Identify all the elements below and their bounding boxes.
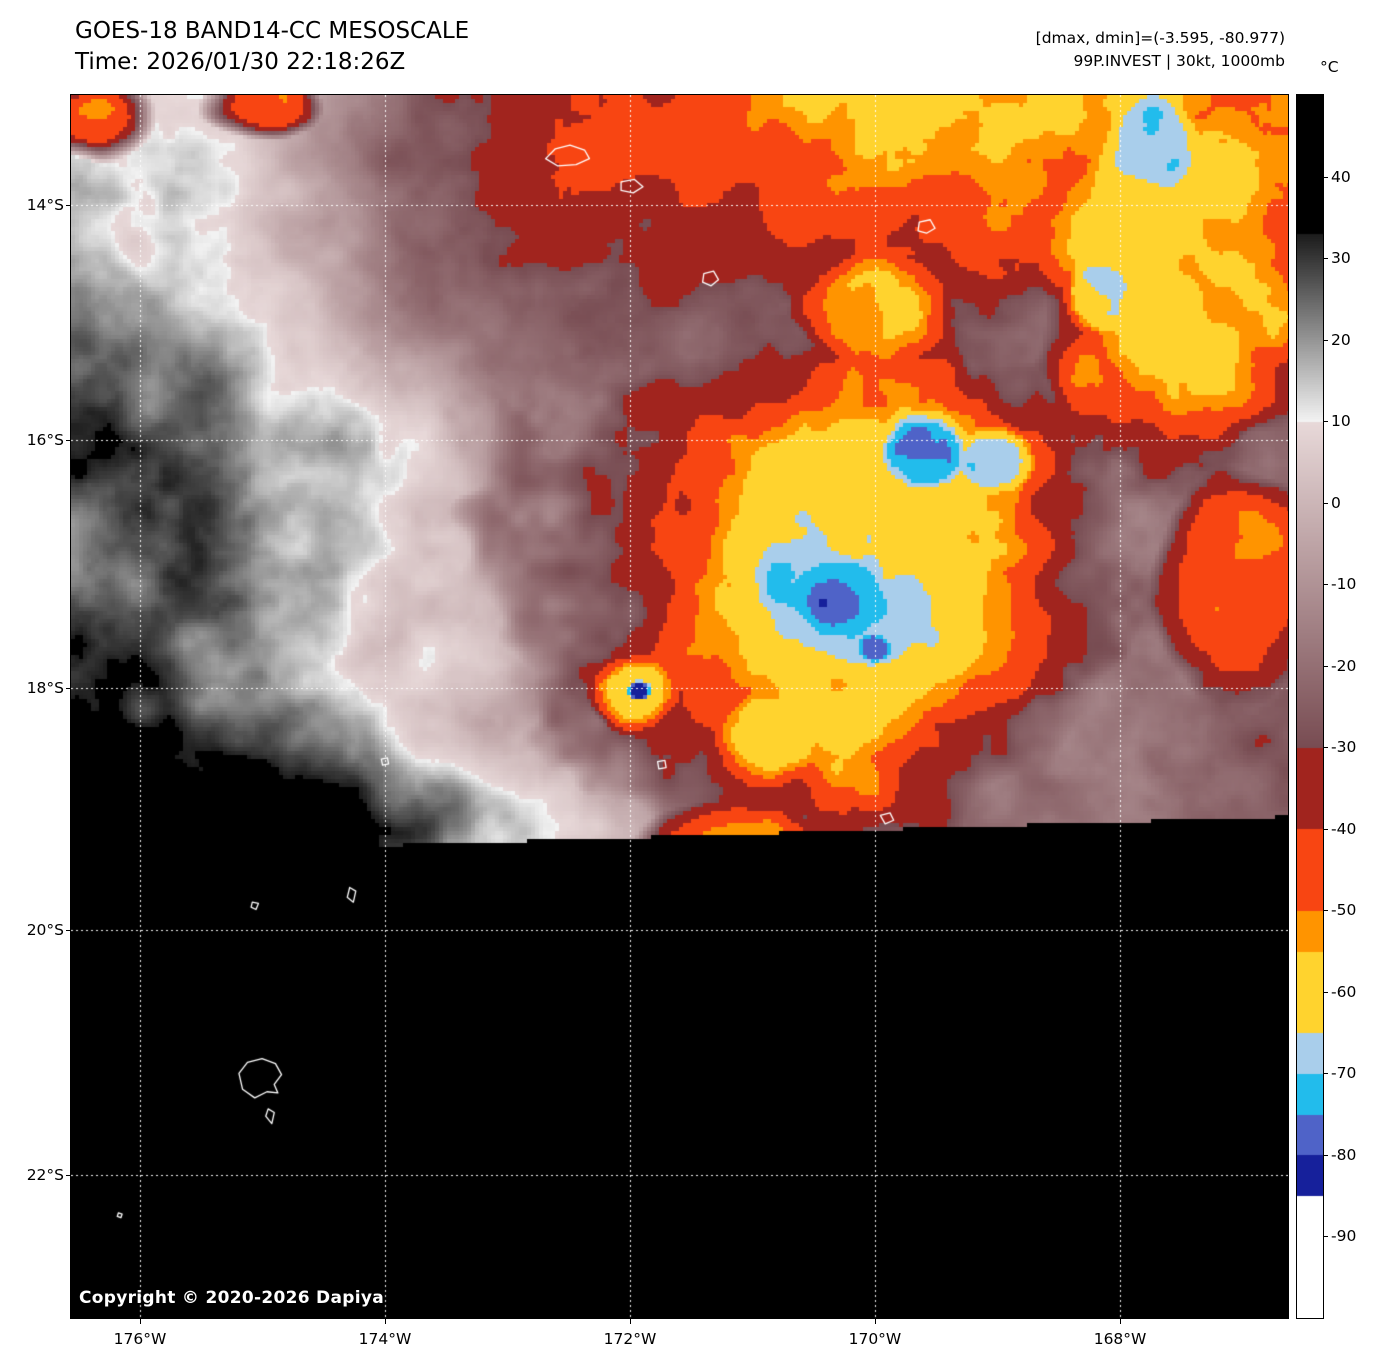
colorbar-tick-mark xyxy=(1323,339,1328,341)
colorbar-tick-label: 30 xyxy=(1331,249,1351,268)
colorbar-tick-label: -50 xyxy=(1331,901,1357,920)
colorbar-tick-mark xyxy=(1323,584,1328,586)
colorbar-tick-label: -90 xyxy=(1331,1227,1357,1246)
colorbar-tick-label: -30 xyxy=(1331,738,1357,757)
colorbar-tick-mark xyxy=(1323,421,1328,423)
lon-tick-label: 168°W xyxy=(1093,1330,1147,1348)
colorbar-tick-label: -10 xyxy=(1331,575,1357,594)
colorbar-tick-mark xyxy=(1323,502,1328,504)
lat-tick-mark xyxy=(66,204,71,206)
colorbar-tick-label: 10 xyxy=(1331,412,1351,431)
lat-tick-label: 14°S xyxy=(26,195,64,214)
lat-tick-label: 22°S xyxy=(26,1166,64,1185)
lon-tick-label: 170°W xyxy=(848,1330,902,1348)
colorbar-tick-mark xyxy=(1323,176,1328,178)
colorbar xyxy=(1296,94,1324,1319)
lat-tick-mark xyxy=(66,1175,71,1177)
lat-tick-mark xyxy=(66,930,71,932)
colorbar-tick-mark xyxy=(1323,1154,1328,1156)
storm-info-annotation: 99P.INVEST | 30kt, 1000mb xyxy=(1073,51,1285,70)
lon-tick-mark xyxy=(1120,1319,1122,1324)
satellite-image-canvas xyxy=(71,95,1288,1318)
lat-tick-label: 16°S xyxy=(26,431,64,450)
colorbar-tick-label: -40 xyxy=(1331,819,1357,838)
colorbar-tick-mark xyxy=(1323,910,1328,912)
colorbar-tick-mark xyxy=(1323,1073,1328,1075)
lat-tick-label: 20°S xyxy=(26,921,64,940)
colorbar-tick-label: -60 xyxy=(1331,982,1357,1001)
colorbar-tick-mark xyxy=(1323,747,1328,749)
colorbar-tick-mark xyxy=(1323,1236,1328,1238)
lon-tick-mark xyxy=(874,1319,876,1324)
colorbar-canvas xyxy=(1297,95,1323,1318)
lat-tick-mark xyxy=(66,440,71,442)
page-title: GOES-18 BAND14-CC MESOSCALE xyxy=(75,18,470,44)
copyright-watermark: Copyright © 2020-2026 Dapiya xyxy=(79,1288,384,1308)
colorbar-tick-label: -20 xyxy=(1331,656,1357,675)
colorbar-tick-label: 20 xyxy=(1331,330,1351,349)
timestamp-line: Time: 2026/01/30 22:18:26Z xyxy=(75,49,406,75)
colorbar-tick-mark xyxy=(1323,258,1328,260)
satellite-map-area: Copyright © 2020-2026 Dapiya xyxy=(70,94,1289,1319)
colorbar-tick-label: 0 xyxy=(1331,493,1341,512)
lat-tick-mark xyxy=(66,688,71,690)
lat-tick-label: 18°S xyxy=(26,679,64,698)
colorbar-tick-mark xyxy=(1323,991,1328,993)
lon-tick-mark xyxy=(384,1319,386,1324)
lon-tick-label: 174°W xyxy=(358,1330,412,1348)
annotation-block: [dmax, dmin]=(-3.595, -80.977) 99P.INVES… xyxy=(1036,27,1285,72)
colorbar-tick-mark xyxy=(1323,828,1328,830)
dmax-dmin-annotation: [dmax, dmin]=(-3.595, -80.977) xyxy=(1035,29,1285,47)
colorbar-tick-label: -80 xyxy=(1331,1145,1357,1164)
colorbar-tick-mark xyxy=(1323,665,1328,667)
colorbar-tick-label: -70 xyxy=(1331,1064,1357,1083)
lon-tick-label: 176°W xyxy=(113,1330,167,1348)
lon-tick-mark xyxy=(629,1319,631,1324)
lon-tick-label: 172°W xyxy=(603,1330,657,1348)
colorbar-unit-label: °C xyxy=(1320,58,1339,76)
lon-tick-mark xyxy=(140,1319,141,1324)
colorbar-tick-label: 40 xyxy=(1331,167,1351,186)
